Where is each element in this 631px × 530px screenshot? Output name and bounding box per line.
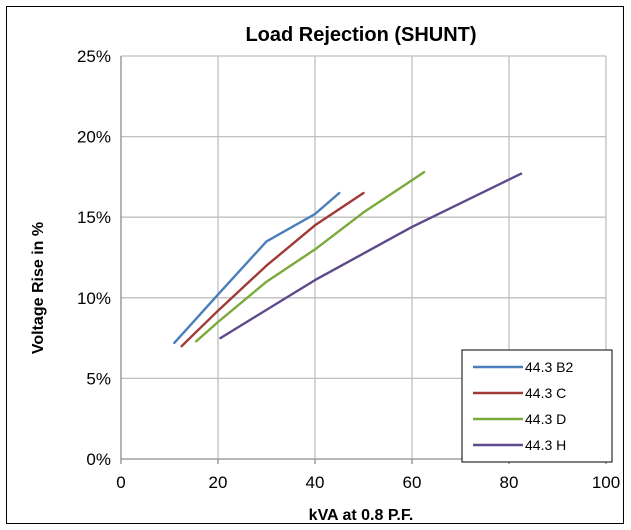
legend-label: 44.3 D — [525, 411, 566, 427]
x-axis-label: kVA at 0.8 P.F. — [309, 507, 414, 524]
series-line — [194, 170, 426, 343]
legend-label: 44.3 H — [525, 437, 566, 453]
y-tick-label: 20% — [77, 128, 111, 147]
x-tick-label: 60 — [403, 473, 422, 492]
tick-labels: 0% 5% 10% 15% 20% 25% 0 20 40 60 80 100 — [77, 47, 620, 492]
series-line — [219, 172, 523, 340]
series-line — [173, 191, 341, 345]
y-tick-label: 0% — [86, 450, 111, 469]
x-tick-label: 80 — [500, 473, 519, 492]
y-tick-label: 10% — [77, 289, 111, 308]
y-tick-label: 5% — [86, 369, 111, 388]
legend-box — [461, 349, 613, 463]
x-tick-label: 100 — [592, 473, 620, 492]
x-tick-label: 0 — [116, 473, 125, 492]
y-axis-label: Voltage Rise in % — [30, 222, 47, 354]
x-tick-label: 20 — [209, 473, 228, 492]
legend-label: 44.3 C — [525, 385, 566, 401]
chart-title: Load Rejection (SHUNT) — [245, 24, 476, 46]
x-tick-label: 40 — [306, 473, 325, 492]
y-tick-label: 25% — [77, 47, 111, 66]
legend-label: 44.3 B2 — [525, 359, 573, 375]
series-line — [180, 191, 365, 348]
legend: 44.3 B2 44.3 C 44.3 D 44.3 H — [461, 349, 613, 463]
y-tick-label: 15% — [77, 208, 111, 227]
series-lines — [173, 170, 523, 348]
